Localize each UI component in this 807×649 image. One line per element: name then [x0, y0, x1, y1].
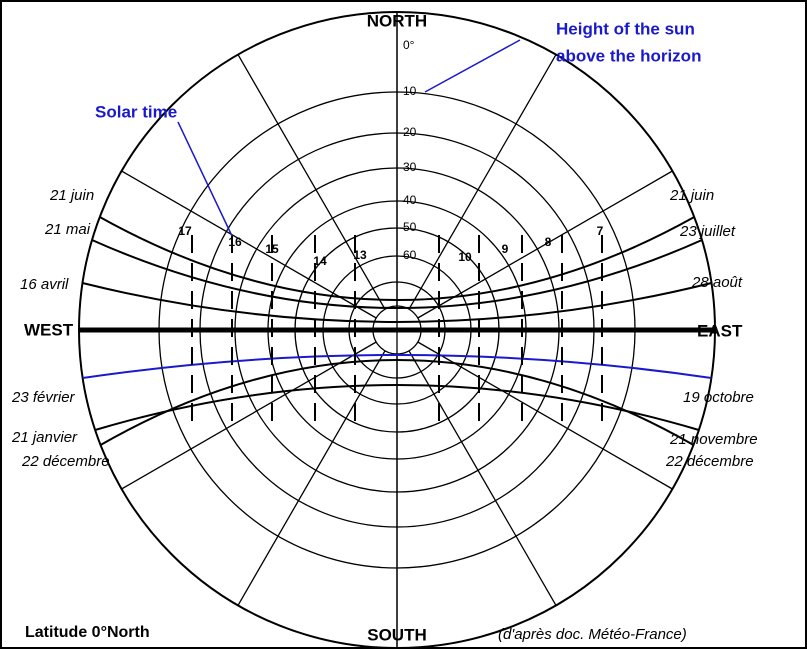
north-label: NORTH: [367, 11, 427, 30]
hour-label: 14: [313, 254, 327, 268]
date-label: 21 janvier: [11, 429, 78, 446]
azimuth-line: [417, 170, 673, 319]
date-label: 21 juin: [669, 187, 714, 204]
date-label: 19 octobre: [683, 389, 754, 406]
date-label: 28 août: [691, 274, 743, 291]
azimuth-line: [121, 170, 377, 319]
west-label: WEST: [24, 320, 74, 339]
date-label: 23 février: [11, 389, 76, 406]
hour-label: 17: [178, 224, 192, 238]
hour-label: 8: [545, 235, 552, 249]
hour-label: 16: [228, 235, 242, 249]
annotation: Height of the sun: [556, 19, 695, 38]
date-curve: [99, 216, 695, 301]
date-label: 21 novembre: [669, 431, 758, 448]
date-label: 22 décembre: [21, 453, 110, 470]
hour-label: 9: [502, 242, 509, 256]
east-label: EAST: [697, 321, 743, 340]
annotation: Solar time: [95, 102, 177, 121]
azimuth-line: [237, 350, 386, 606]
leader-line: [424, 39, 521, 93]
date-curve: [94, 384, 700, 431]
south-label: SOUTH: [367, 625, 427, 644]
altitude-label: 20: [403, 125, 417, 139]
labels: 0° 10 20 30 40 50 60 17 16 15 14 13 10 9 8 7 21 juin 21 m…: [11, 38, 758, 470]
azimuth-line: [121, 341, 377, 490]
geometry: [78, 11, 716, 649]
date-curve: [100, 359, 694, 446]
azimuth-line: [417, 341, 673, 490]
date-label: 22 décembre: [665, 453, 754, 470]
latitude: Latitude 0°North: [25, 624, 150, 641]
date-label: 21 mai: [44, 221, 91, 238]
azimuth-line: [237, 54, 386, 310]
date-curve: [91, 239, 703, 309]
date-curve: [82, 282, 712, 323]
hour-label: 10: [458, 250, 472, 264]
altitude-label: 30: [403, 160, 417, 174]
hour-label: 15: [265, 242, 279, 256]
hour-label: 13: [353, 248, 367, 262]
azimuth-line: [408, 54, 557, 310]
azimuth-line: [408, 350, 557, 606]
leader-line: [177, 121, 233, 237]
date-label: 21 juin: [49, 187, 94, 204]
altitude-label: 0°: [403, 38, 415, 52]
annotation: above the horizon: [556, 46, 701, 65]
date-curve: [82, 354, 712, 379]
date-label: 16 avril: [20, 276, 69, 293]
altitude-label: 60: [403, 248, 417, 262]
altitude-label: 50: [403, 220, 417, 234]
altitude-label: 40: [403, 193, 417, 207]
source: (d'après doc. Météo-France): [498, 626, 687, 643]
altitude-label: 10: [403, 84, 417, 98]
date-label: 23 juillet: [679, 223, 736, 240]
hour-label: 7: [597, 224, 604, 238]
